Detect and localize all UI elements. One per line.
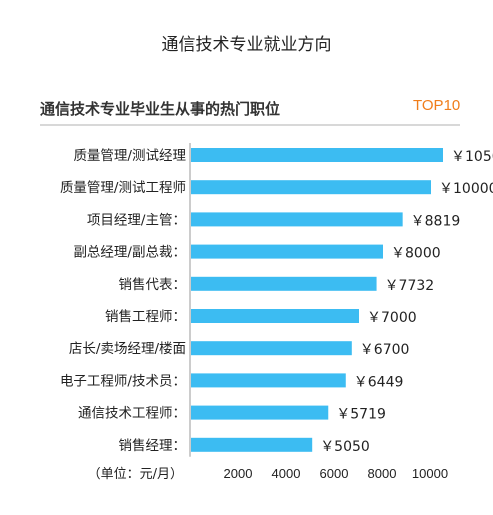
category-label: 项目经理/主管： xyxy=(87,212,186,228)
top10-badge: TOP10 xyxy=(413,97,461,114)
bar xyxy=(191,373,346,388)
chart-title: 通信技术专业毕业生从事的热门职位 xyxy=(40,100,281,118)
bar xyxy=(191,309,359,323)
category-label: 质量管理/测试工程师 xyxy=(60,180,186,196)
value-label: ￥8000 xyxy=(391,246,441,262)
x-tick-label: 8000 xyxy=(368,466,397,481)
x-tick-label: 10000 xyxy=(412,466,448,481)
value-label: ￥10500 xyxy=(451,149,493,165)
value-label: ￥8819 xyxy=(411,213,461,229)
category-label: 通信技术工程师： xyxy=(78,406,186,422)
category-label: 质量管理/测试经理 xyxy=(73,148,186,164)
value-label: ￥6449 xyxy=(354,374,404,390)
category-label: 销售工程师： xyxy=(105,309,186,325)
bar xyxy=(191,244,383,259)
value-label: ￥7000 xyxy=(367,310,417,326)
value-label: ￥6700 xyxy=(360,342,410,358)
category-label: 店长/卖场经理/楼面 xyxy=(69,341,186,357)
value-label: ￥5719 xyxy=(336,407,386,423)
bar xyxy=(191,276,377,291)
value-label: ￥10000 xyxy=(439,181,493,197)
bar xyxy=(191,148,443,162)
bar xyxy=(191,341,352,356)
bar xyxy=(191,437,313,452)
title-divider xyxy=(40,124,460,126)
bar xyxy=(191,212,403,227)
category-label: 副总经理/副总裁： xyxy=(73,245,186,261)
value-label: ￥7732 xyxy=(385,278,435,294)
category-label: 销售代表： xyxy=(119,277,187,293)
bar xyxy=(191,405,329,420)
x-tick-label: 6000 xyxy=(320,466,349,481)
category-label: 销售经理： xyxy=(119,438,187,454)
page-title: 通信技术专业就业方向 xyxy=(161,35,332,55)
category-label: 电子工程师/技术员： xyxy=(60,373,186,389)
x-tick-label: 4000 xyxy=(272,466,301,481)
x-tick-label: 2000 xyxy=(224,466,253,481)
x-unit-label: （单位：元/月） xyxy=(88,467,183,482)
value-label: ￥5050 xyxy=(320,439,370,455)
bar xyxy=(191,180,431,195)
